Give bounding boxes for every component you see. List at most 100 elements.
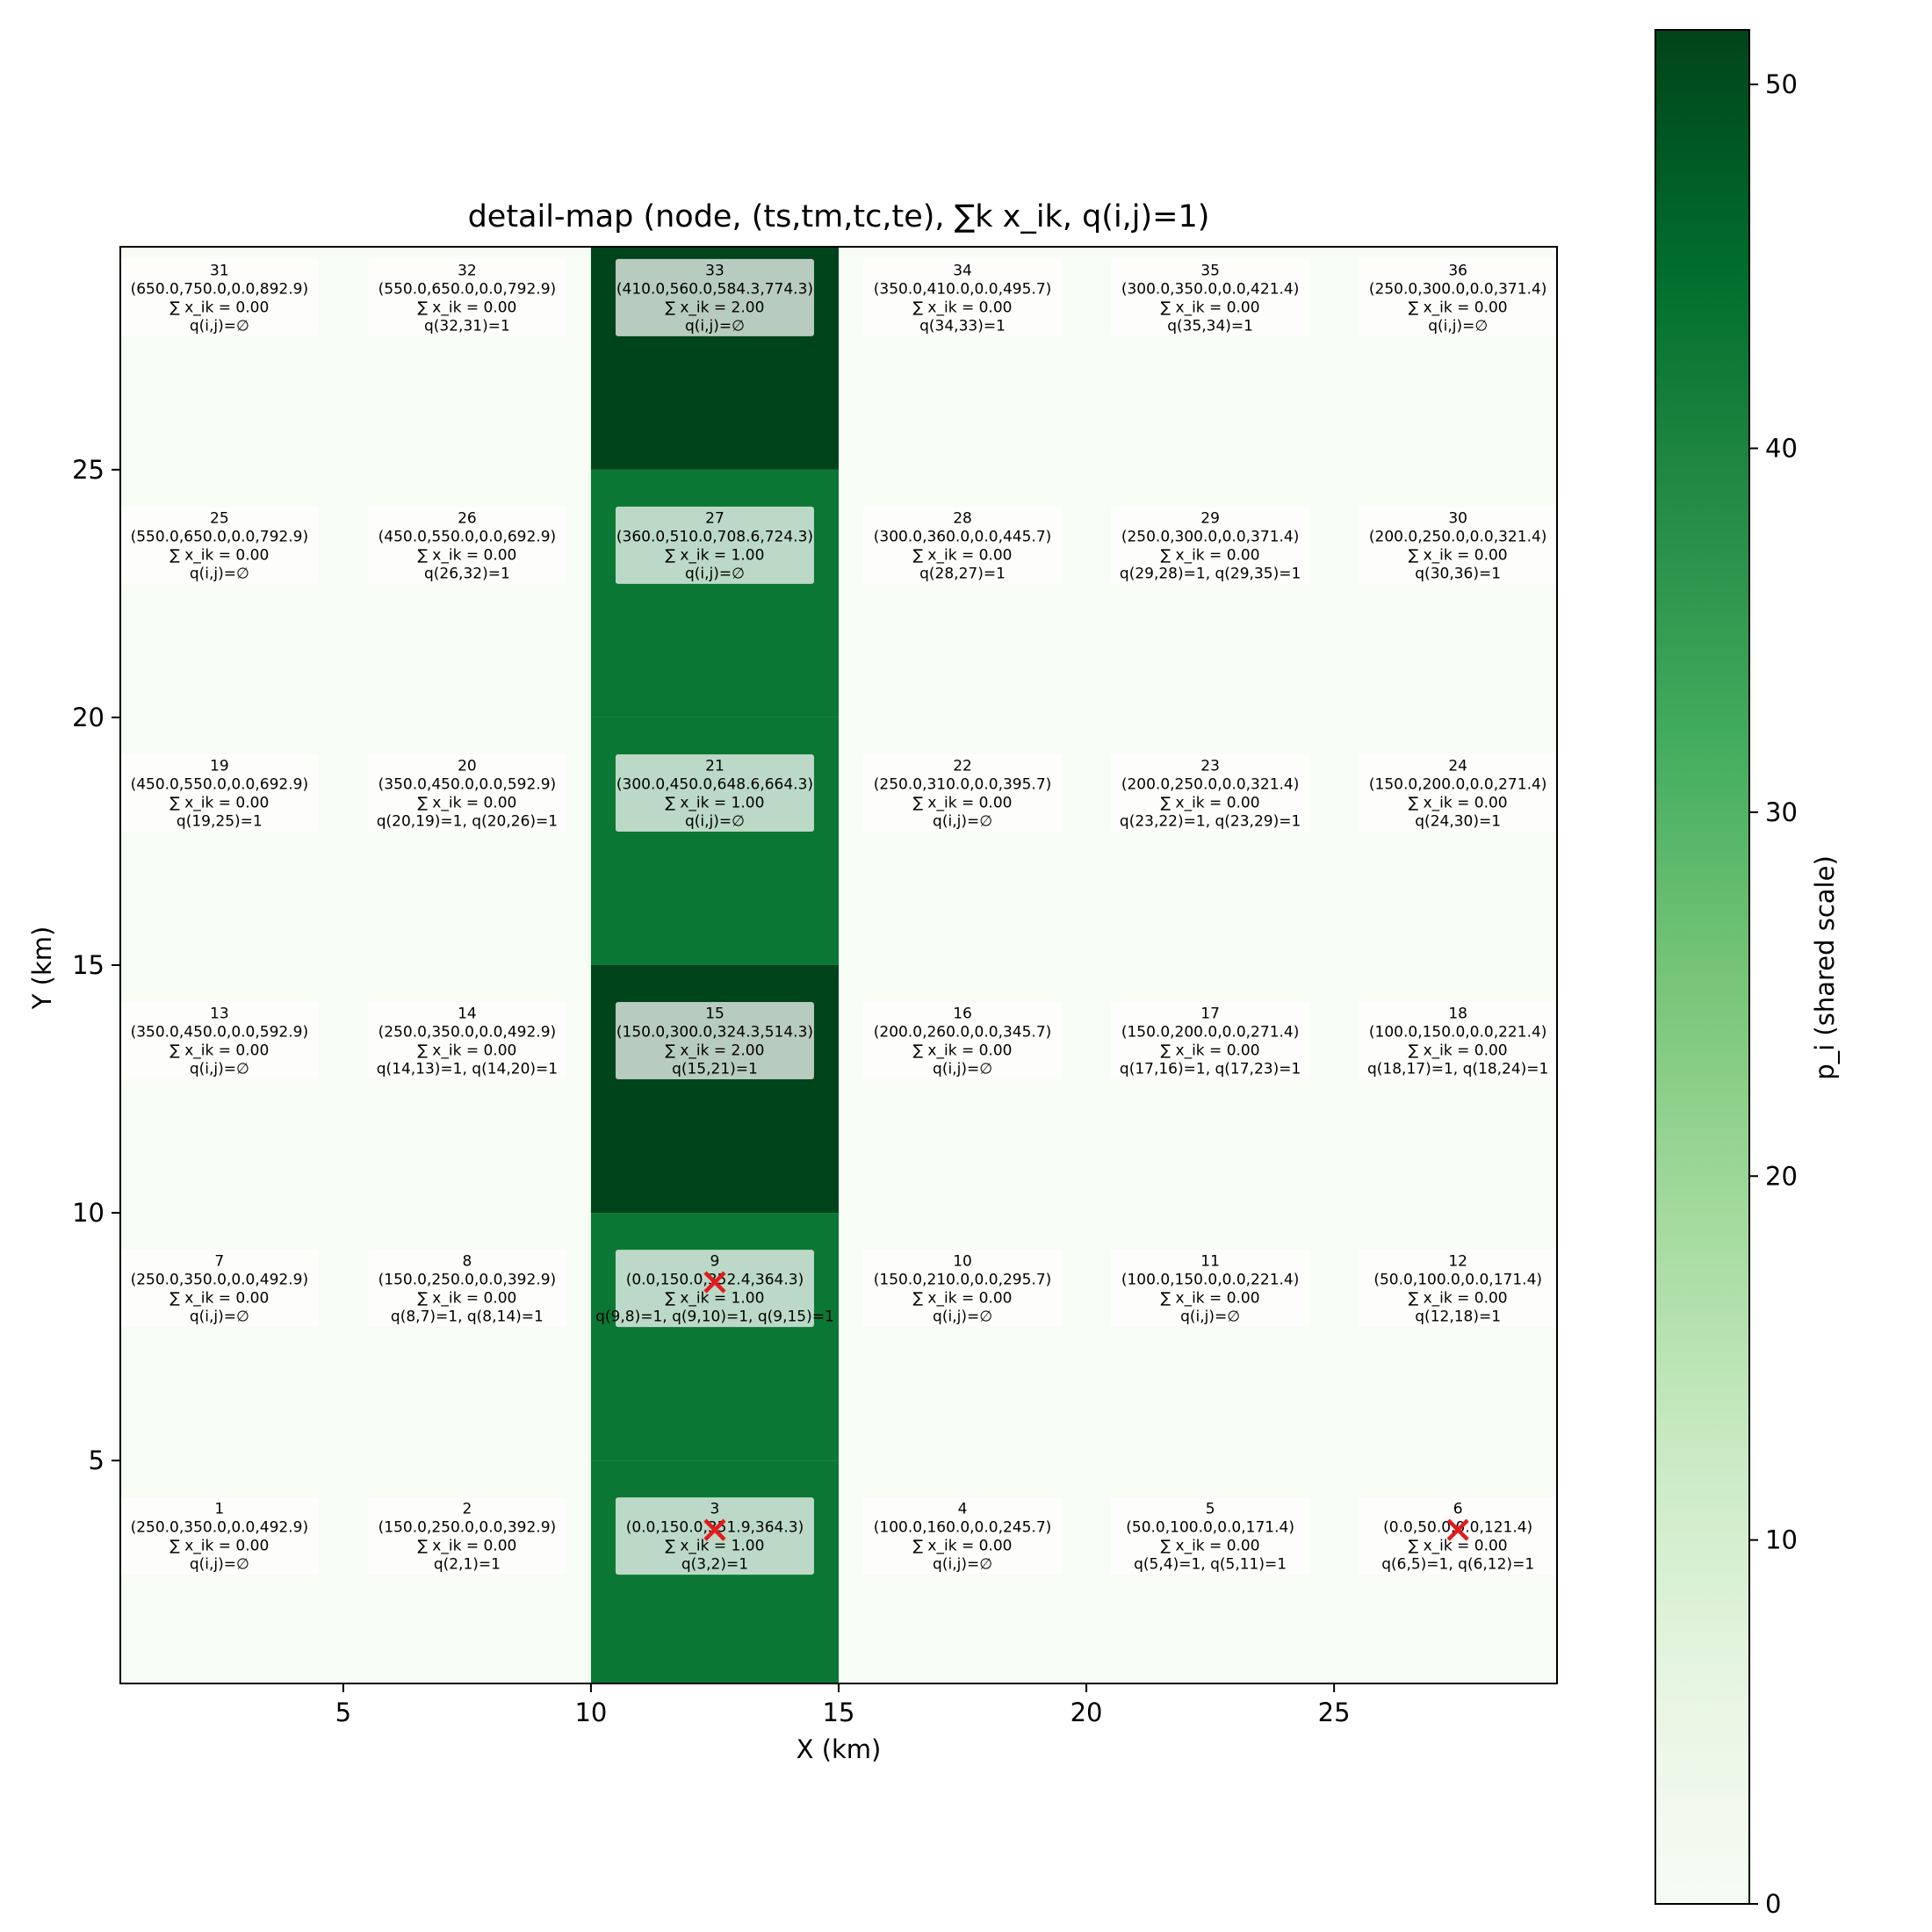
node-label: 24(150.0,200.0,0.0,271.4)∑ x_ik = 0.00q(… <box>1359 753 1558 832</box>
colorbar-tick-label: 50 <box>1765 69 1798 99</box>
node-sum-x: ∑ x_ik = 0.00 <box>1409 1290 1508 1308</box>
node-q: q(i,j)=∅ <box>1180 1308 1240 1326</box>
node-sum-x: ∑ x_ik = 0.00 <box>169 1538 269 1555</box>
node-sum-x: ∑ x_ik = 0.00 <box>417 794 516 811</box>
node-id: 23 <box>1200 757 1220 775</box>
node-label-box <box>1359 506 1558 584</box>
node-id: 17 <box>1200 1006 1220 1023</box>
node-times: (150.0,250.0,0.0,392.9) <box>378 1272 557 1289</box>
node-q: q(2,1)=1 <box>434 1556 501 1574</box>
node-label: 28(300.0,360.0,0.0,445.7)∑ x_ik = 0.00q(… <box>863 506 1063 584</box>
node-id: 15 <box>705 1006 724 1023</box>
node-id: 36 <box>1448 262 1467 279</box>
node-times: (200.0,260.0,0.0,345.7) <box>874 1024 1052 1042</box>
node-sum-x: ∑ x_ik = 0.00 <box>1409 794 1508 811</box>
node-label-box <box>863 1250 1063 1328</box>
colorbar-gradient <box>1654 29 1750 1905</box>
node-times: (360.0,510.0,708.6,724.3) <box>616 528 813 545</box>
node-times: (50.0,100.0,0.0,171.4) <box>1126 1519 1294 1537</box>
node-times: (450.0,550.0,0.0,692.9) <box>378 528 557 545</box>
node-label-box <box>615 1497 814 1575</box>
node-times: (150.0,250.0,0.0,392.9) <box>378 1519 557 1537</box>
node-q: q(i,j)=∅ <box>1428 317 1488 335</box>
node-id: 22 <box>953 757 972 775</box>
colorbar-tick-label: 40 <box>1765 434 1798 464</box>
node-times: (150.0,300.0,324.3,514.3) <box>616 1024 813 1042</box>
node-sum-x: ∑ x_ik = 0.00 <box>1409 546 1508 564</box>
node-times: (100.0,150.0,0.0,221.4) <box>1369 1024 1547 1042</box>
node-label-box <box>1111 506 1310 584</box>
node-sum-x: ∑ x_ik = 0.00 <box>913 1290 1013 1308</box>
node-q: q(28,27)=1 <box>919 565 1006 582</box>
node-label-box <box>615 1002 814 1080</box>
node-label-box <box>615 753 814 832</box>
node-label: 27(360.0,510.0,708.6,724.3)∑ x_ik = 1.00… <box>615 506 814 584</box>
node-q: q(34,33)=1 <box>919 317 1006 335</box>
node-sum-x: ∑ x_ik = 0.00 <box>913 1042 1013 1060</box>
node-id: 19 <box>210 757 229 775</box>
node-times: (250.0,310.0,0.0,395.7) <box>874 775 1052 793</box>
node-q: q(i,j)=∅ <box>685 317 745 335</box>
node-label-box <box>119 506 319 584</box>
y-tick-label: 10 <box>72 1198 105 1228</box>
x-tick-label: 25 <box>1318 1698 1351 1727</box>
node-label-box <box>863 506 1063 584</box>
node-label-box <box>615 258 814 336</box>
node-label-box <box>863 753 1063 832</box>
node-times: (250.0,350.0,0.0,492.9) <box>131 1272 309 1289</box>
node-id: 14 <box>458 1006 477 1023</box>
node-times: (300.0,360.0,0.0,445.7) <box>874 528 1052 545</box>
node-id: 35 <box>1200 262 1220 279</box>
depot-marker-stroke <box>703 1518 726 1541</box>
node-label-box <box>615 1250 814 1328</box>
y-axis-label: Y (km) <box>27 926 57 1011</box>
node-q: q(6,5)=1, q(6,12)=1 <box>1381 1556 1534 1574</box>
node-times: (150.0,200.0,0.0,271.4) <box>1121 1024 1300 1042</box>
node-label: 35(300.0,350.0,0.0,421.4)∑ x_ik = 0.00q(… <box>1111 258 1310 336</box>
y-tick-label: 5 <box>89 1445 105 1475</box>
colorbar-label: p_i (shared scale) <box>1810 855 1840 1080</box>
node-label-box <box>863 1002 1063 1080</box>
node-id: 30 <box>1448 509 1467 527</box>
node-label-box <box>1359 1002 1558 1080</box>
node-sum-x: ∑ x_ik = 1.00 <box>666 1290 765 1308</box>
node-sum-x: ∑ x_ik = 0.00 <box>169 1042 269 1060</box>
node-label: 14(250.0,350.0,0.0,492.9)∑ x_ik = 0.00q(… <box>367 1002 566 1080</box>
node-id: 34 <box>953 262 972 279</box>
node-times: (200.0,250.0,0.0,321.4) <box>1369 528 1547 545</box>
node-id: 27 <box>705 509 724 527</box>
node-times: (650.0,750.0,0.0,892.9) <box>131 280 309 298</box>
x-tick-label: 10 <box>574 1698 607 1727</box>
node-label: 4(100.0,160.0,0.0,245.7)∑ x_ik = 0.00q(i… <box>863 1497 1063 1575</box>
colorbar-tick-label: 30 <box>1765 797 1798 827</box>
node-label: 3(0.0,150.0,351.9,364.3)∑ x_ik = 1.00q(3… <box>615 1497 814 1575</box>
plot-area: 1(250.0,350.0,0.0,492.9)∑ x_ik = 0.00q(i… <box>119 246 1558 1684</box>
node-q: q(20,19)=1, q(20,26)=1 <box>377 812 558 830</box>
node-label: 13(350.0,450.0,0.0,592.9)∑ x_ik = 0.00q(… <box>119 1002 319 1080</box>
node-label: 9(0.0,150.0,352.4,364.3)∑ x_ik = 1.00q(9… <box>595 1250 834 1328</box>
node-label: 21(300.0,450.0,648.6,664.3)∑ x_ik = 1.00… <box>615 753 814 832</box>
node-label-box <box>1111 1497 1310 1575</box>
node-q: q(30,36)=1 <box>1415 565 1501 582</box>
y-tick-label: 20 <box>72 703 105 732</box>
node-label: 6(0.0,50.0,0.0,121.4)∑ x_ik = 0.00q(6,5)… <box>1359 1497 1558 1575</box>
node-label: 36(250.0,300.0,0.0,371.4)∑ x_ik = 0.00q(… <box>1359 258 1558 336</box>
node-label-box <box>1359 1497 1558 1575</box>
node-times: (300.0,350.0,0.0,421.4) <box>1121 280 1300 298</box>
node-label: 31(650.0,750.0,0.0,892.9)∑ x_ik = 0.00q(… <box>119 258 319 336</box>
node-q: q(23,22)=1, q(23,29)=1 <box>1120 812 1301 830</box>
node-label-box <box>119 1250 319 1328</box>
node-sum-x: ∑ x_ik = 0.00 <box>1161 299 1260 316</box>
node-id: 24 <box>1448 757 1467 775</box>
node-label: 12(50.0,100.0,0.0,171.4)∑ x_ik = 0.00q(1… <box>1359 1250 1558 1328</box>
node-times: (100.0,160.0,0.0,245.7) <box>874 1519 1052 1537</box>
node-label: 20(350.0,450.0,0.0,592.9)∑ x_ik = 0.00q(… <box>367 753 566 832</box>
node-q: q(3,2)=1 <box>681 1556 748 1574</box>
x-tick-label: 15 <box>823 1698 855 1727</box>
y-axis: 5 10 15 20 25 <box>72 455 120 1475</box>
node-times: (150.0,210.0,0.0,295.7) <box>874 1272 1052 1289</box>
node-sum-x: ∑ x_ik = 0.00 <box>169 299 269 316</box>
node-times: (100.0,150.0,0.0,221.4) <box>1121 1272 1300 1289</box>
colorbar-tick-label: 0 <box>1765 1889 1781 1919</box>
